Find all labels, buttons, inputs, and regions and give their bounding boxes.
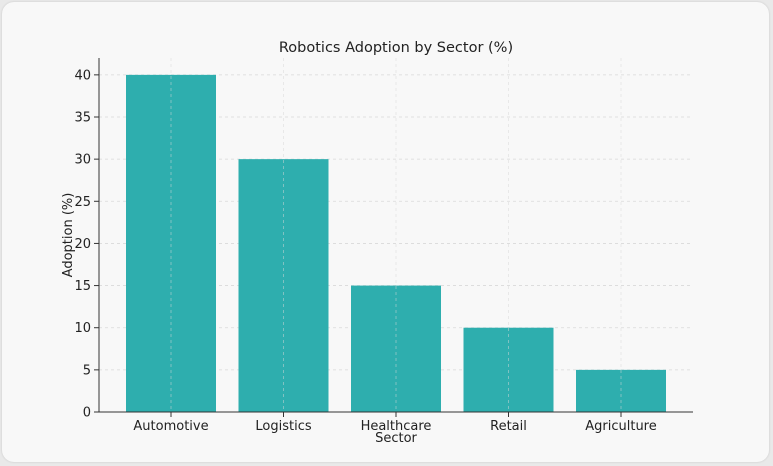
chart-title: Robotics Adoption by Sector (%) [279,40,513,56]
y-ticks: 0 5 10 15 20 25 30 35 40 [74,68,99,421]
x-tick-label: Healthcare [361,419,432,434]
x-axis-label: Sector [375,431,417,446]
y-tick-label: 10 [74,321,91,336]
bars-layer [126,74,666,412]
y-tick-label: 20 [74,237,91,252]
y-tick-label: 0 [83,406,91,421]
y-tick-label: 15 [74,279,91,294]
x-tick-label: Logistics [255,419,311,434]
x-tick-label: Retail [490,419,527,434]
x-tick-label: Agriculture [585,419,657,434]
x-tick-label: Automotive [133,419,208,434]
bar-logistics [238,159,329,412]
y-tick-label: 5 [83,363,91,378]
y-tick-label: 30 [74,153,91,168]
y-axis-label: Adoption (%) [61,193,76,278]
vgrid-layer [170,58,622,412]
y-tick-label: 25 [74,195,91,210]
y-tick-label: 35 [74,111,91,126]
y-tick-label: 40 [74,68,91,83]
x-ticks: Automotive Logistics Healthcare Retail Agric… [133,412,657,434]
